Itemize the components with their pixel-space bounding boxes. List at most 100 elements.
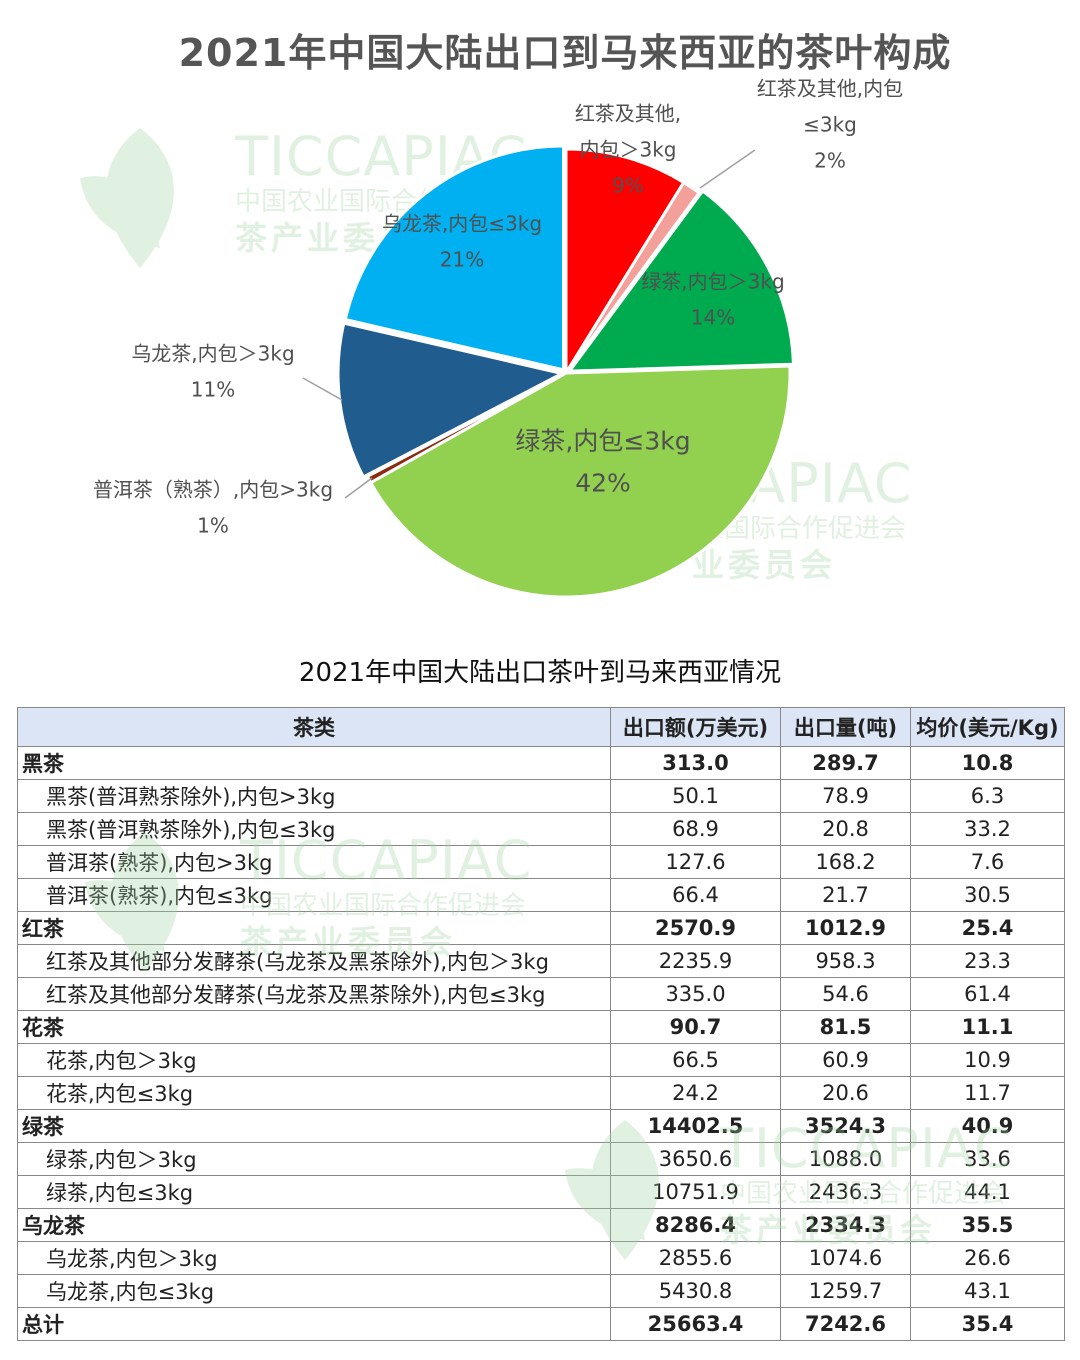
table-row: 黑茶(普洱熟茶除外),内包≤3kg 68.9 20.8 33.2: [17, 812, 1065, 846]
cell-category: 花茶,内包＞3kg: [17, 1043, 611, 1077]
cell-export-value: 127.6: [610, 845, 781, 879]
table-group-row: 花茶 90.7 81.5 11.1: [17, 1010, 1065, 1044]
cell-export-value: 25663.4: [610, 1307, 781, 1341]
leader-line: [302, 377, 343, 401]
cell-category: 绿茶,内包≤3kg: [17, 1175, 611, 1209]
cell-export-value: 66.5: [610, 1043, 781, 1077]
slice-label: 普洱茶（熟茶）,内包>3kg 1%: [93, 478, 333, 538]
cell-export-volume: 168.2: [780, 845, 911, 879]
table-row: 花茶,内包＞3kg 66.5 60.9 10.9: [17, 1043, 1065, 1077]
cell-category: 黑茶(普洱熟茶除外),内包≤3kg: [17, 812, 611, 846]
table-row: 普洱茶(熟茶),内包≤3kg 66.4 21.7 30.5: [17, 878, 1065, 912]
cell-category: 普洱茶(熟茶),内包>3kg: [17, 845, 611, 879]
table-header-row: 茶类 出口额(万美元) 出口量(吨) 均价(美元/Kg): [17, 707, 1065, 747]
slice-label: 绿茶,内包≤3kg 42%: [515, 426, 690, 497]
cell-export-volume: 1088.0: [780, 1142, 911, 1176]
table-row: 红茶及其他部分发酵茶(乌龙茶及黑茶除外),内包＞3kg 2235.9 958.3 23…: [17, 944, 1065, 978]
table-row: 红茶及其他部分发酵茶(乌龙茶及黑茶除外),内包≤3kg 335.0 54.6 61.4: [17, 977, 1065, 1011]
pie-slice: [564, 180, 702, 374]
table-row: 绿茶,内包＞3kg 3650.6 1088.0 33.6: [17, 1142, 1065, 1176]
cell-export-volume: 78.9: [780, 779, 911, 813]
cell-avg-price: 10.8: [910, 746, 1065, 780]
cell-export-value: 24.2: [610, 1076, 781, 1110]
cell-export-volume: 2436.3: [780, 1175, 911, 1209]
cell-category: 红茶: [17, 911, 611, 945]
cell-avg-price: 7.6: [910, 845, 1065, 879]
cell-export-value: 68.9: [610, 812, 781, 846]
cell-avg-price: 35.5: [910, 1208, 1065, 1242]
table-group-row: 黑茶 313.0 289.7 10.8: [17, 746, 1065, 780]
cell-avg-price: 6.3: [910, 779, 1065, 813]
cell-export-value: 8286.4: [610, 1208, 781, 1242]
leader-line: [699, 149, 756, 189]
pie-slice: [336, 321, 567, 479]
table-row: 乌龙茶,内包≤3kg 5430.8 1259.7 43.1: [17, 1274, 1065, 1308]
cell-export-value: 2235.9: [610, 944, 781, 978]
table-row: 乌龙茶,内包＞3kg 2855.6 1074.6 26.6: [17, 1241, 1065, 1275]
table-title: 2021年中国大陆出口茶叶到马来西亚情况: [298, 658, 782, 688]
table-group-row: 绿茶 14402.5 3524.3 40.9: [17, 1109, 1065, 1143]
leader-line: [344, 477, 373, 499]
cell-export-volume: 60.9: [780, 1043, 911, 1077]
chart-title: 2021年中国大陆出口到马来西亚的茶叶构成: [178, 31, 952, 75]
cell-avg-price: 30.5: [910, 878, 1065, 912]
cell-category: 黑茶: [17, 746, 611, 780]
cell-export-volume: 1259.7: [780, 1274, 911, 1308]
cell-export-volume: 81.5: [780, 1010, 911, 1044]
slice-label: 乌龙茶,内包≤3kg 21%: [382, 212, 542, 272]
cell-avg-price: 43.1: [910, 1274, 1065, 1308]
cell-avg-price: 44.1: [910, 1175, 1065, 1209]
cell-category: 红茶及其他部分发酵茶(乌龙茶及黑茶除外),内包＞3kg: [17, 944, 611, 978]
cell-avg-price: 61.4: [910, 977, 1065, 1011]
slice-label: 乌龙茶,内包＞3kg 11%: [131, 342, 294, 402]
table-group-row: 乌龙茶 8286.4 2334.3 35.5: [17, 1208, 1065, 1242]
cell-export-volume: 20.6: [780, 1076, 911, 1110]
cell-export-volume: 958.3: [780, 944, 911, 978]
cell-category: 普洱茶(熟茶),内包≤3kg: [17, 878, 611, 912]
table-row: 花茶,内包≤3kg 24.2 20.6 11.7: [17, 1076, 1065, 1110]
cell-export-value: 335.0: [610, 977, 781, 1011]
slice-label: 红茶及其他,内包≤3kg 2%: [757, 77, 903, 173]
pie-chart: 红茶及其他,内包＞3kg 9% 红茶及其他,内包≤3kg 2% 绿茶,内包＞3kg 14%…: [93, 77, 903, 599]
table-total-row: 总计 25663.4 7242.6 35.4: [17, 1307, 1065, 1341]
cell-export-volume: 21.7: [780, 878, 911, 912]
cell-export-volume: 20.8: [780, 812, 911, 846]
pie-slice: [564, 147, 686, 379]
export-table: 茶类 出口额(万美元) 出口量(吨) 均价(美元/Kg) 黑茶 313.0 289.…: [17, 707, 1065, 1341]
pie-slice: [368, 364, 792, 599]
cell-category: 花茶,内包≤3kg: [17, 1076, 611, 1110]
cell-export-value: 313.0: [610, 746, 781, 780]
table-group-row: 红茶 2570.9 1012.9 25.4: [17, 911, 1065, 945]
cell-avg-price: 26.6: [910, 1241, 1065, 1275]
cell-category: 绿茶: [17, 1109, 611, 1143]
cell-export-value: 50.1: [610, 779, 781, 813]
cell-export-value: 2855.6: [610, 1241, 781, 1275]
cell-avg-price: 33.2: [910, 812, 1065, 846]
table-row: 黑茶(普洱熟茶除外),内包>3kg 50.1 78.9 6.3: [17, 779, 1065, 813]
cell-export-value: 3650.6: [610, 1142, 781, 1176]
cell-category: 乌龙茶,内包≤3kg: [17, 1274, 611, 1308]
cell-export-volume: 289.7: [780, 746, 911, 780]
cell-export-volume: 2334.3: [780, 1208, 911, 1242]
slice-label: 红茶及其他,内包＞3kg 9%: [575, 102, 681, 198]
header-export-value: 出口额(万美元): [610, 707, 781, 747]
cell-avg-price: 35.4: [910, 1307, 1065, 1341]
cell-avg-price: 11.7: [910, 1076, 1065, 1110]
cell-export-volume: 54.6: [780, 977, 911, 1011]
cell-category: 绿茶,内包＞3kg: [17, 1142, 611, 1176]
cell-category: 花茶: [17, 1010, 611, 1044]
cell-export-value: 14402.5: [610, 1109, 781, 1143]
pie-slice: [566, 188, 795, 373]
cell-avg-price: 23.3: [910, 944, 1065, 978]
cell-category: 乌龙茶,内包＞3kg: [17, 1241, 611, 1275]
table-row: 绿茶,内包≤3kg 10751.9 2436.3 44.1: [17, 1175, 1065, 1209]
cell-export-value: 90.7: [610, 1010, 781, 1044]
cell-category: 总计: [17, 1307, 611, 1341]
cell-export-value: 10751.9: [610, 1175, 781, 1209]
cell-category: 黑茶(普洱熟茶除外),内包>3kg: [17, 779, 611, 813]
table-row: 普洱茶(熟茶),内包>3kg 127.6 168.2 7.6: [17, 845, 1065, 879]
cell-avg-price: 10.9: [910, 1043, 1065, 1077]
cell-category: 乌龙茶: [17, 1208, 611, 1242]
cell-export-value: 5430.8: [610, 1274, 781, 1308]
header-export-volume: 出口量(吨): [780, 707, 911, 747]
